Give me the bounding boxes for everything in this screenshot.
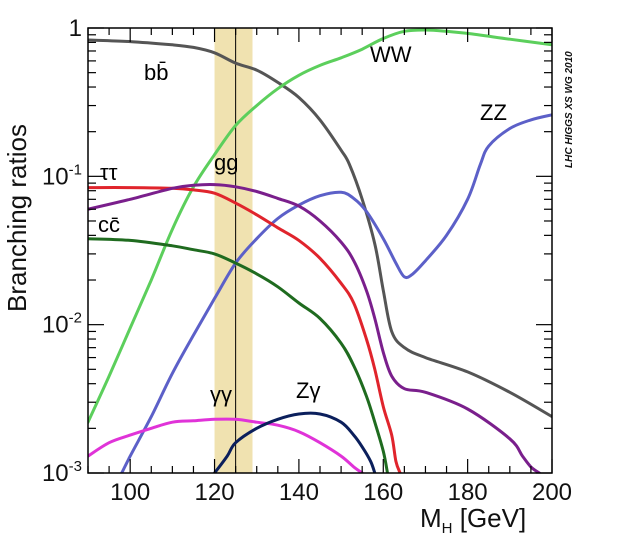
x-tick-label: 100	[110, 479, 150, 506]
series-lines	[88, 28, 552, 473]
x-tick-labels: 100 120 140 160 180 200	[110, 479, 572, 506]
x-tick-label: 140	[279, 479, 319, 506]
series-line-bb	[88, 38, 552, 419]
x-tick-label: 180	[448, 479, 488, 506]
series-line-gammagamma	[88, 417, 364, 473]
x-tick-label: 160	[363, 479, 403, 506]
y-axis-title: Branching ratios	[2, 124, 32, 312]
series-line-ZZ	[120, 113, 552, 473]
label-cc: cc̄	[98, 212, 120, 237]
label-zz: ZZ	[480, 100, 507, 125]
series-line-cc	[88, 237, 389, 473]
label-ww: WW	[370, 42, 412, 67]
series-labels: bb̄ WW ZZ ττ gg cc̄ γγ Zγ	[98, 42, 507, 407]
watermark-label: LHC HIGGS XS WG 2010	[564, 51, 575, 168]
label-bb: bb̄	[144, 60, 168, 85]
y-tick-label: 10-2	[42, 310, 82, 339]
series-line-Zgamma	[213, 411, 377, 473]
y-tick-label: 1	[69, 15, 82, 42]
series-line-WW	[88, 28, 552, 424]
x-tick-label: 200	[532, 479, 572, 506]
y-tick-label: 10-3	[42, 458, 82, 487]
series-line-gg	[88, 182, 541, 473]
series-line-tautau	[88, 186, 402, 473]
x-axis-title: MH [GeV]	[420, 503, 526, 537]
label-gg: gg	[214, 150, 238, 175]
label-gammagamma: γγ	[210, 382, 232, 407]
x-tick-label: 120	[195, 479, 235, 506]
label-zgamma: Zγ	[296, 378, 320, 403]
y-tick-label: 10-1	[42, 161, 82, 190]
label-tautau: ττ	[100, 160, 118, 185]
axis-ticks	[87, 27, 553, 474]
y-tick-labels: 1 10-1 10-2 10-3	[42, 15, 82, 487]
